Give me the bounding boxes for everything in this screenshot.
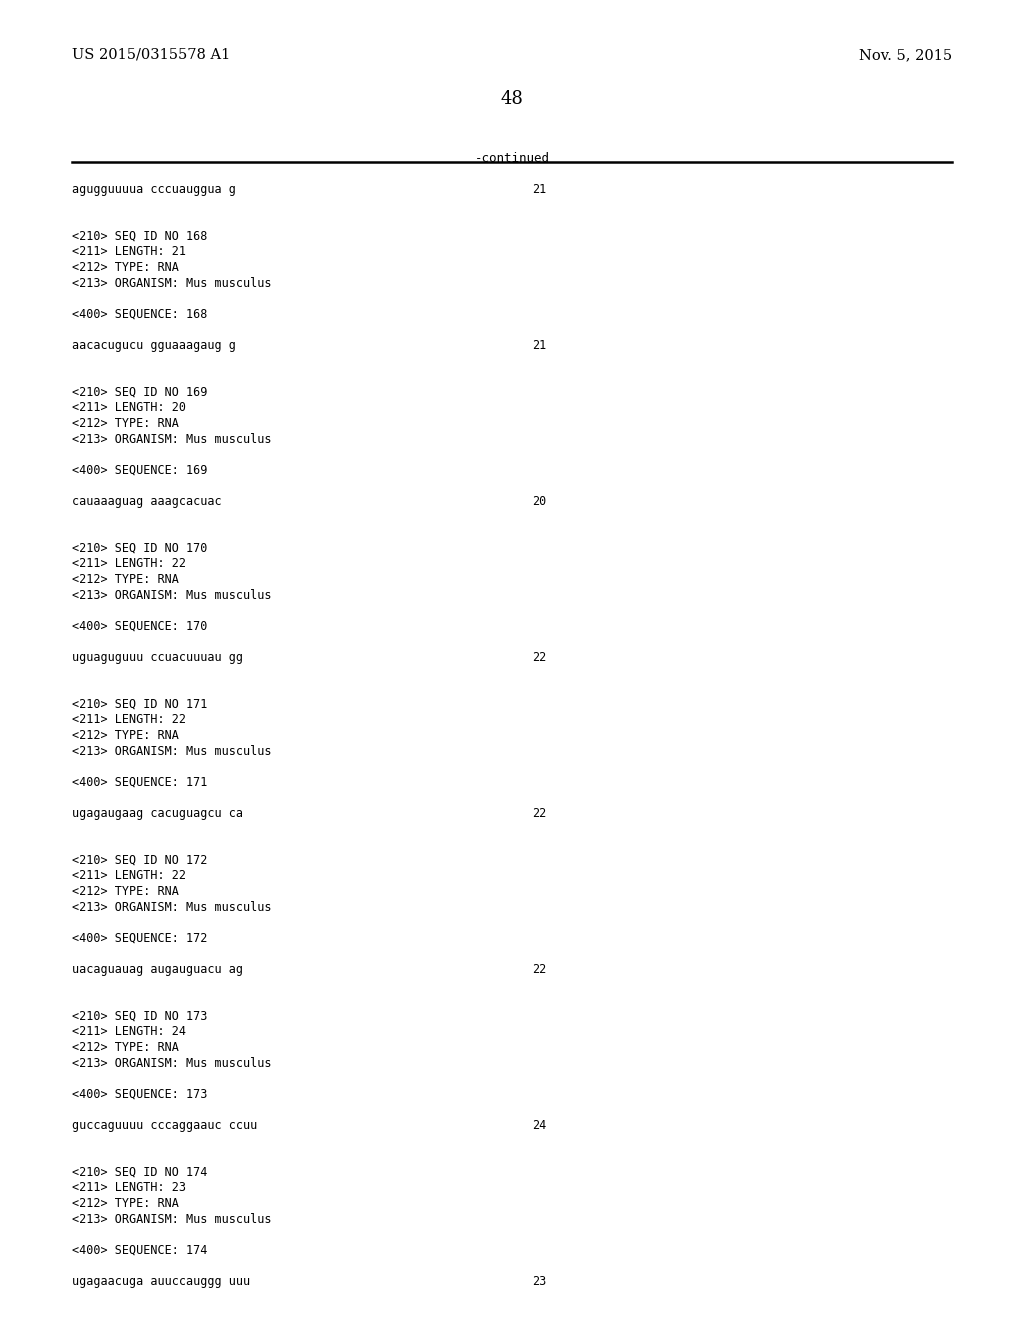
Text: <210> SEQ ID NO 170: <210> SEQ ID NO 170 bbox=[72, 541, 208, 554]
Text: uguaguguuu ccuacuuuau gg: uguaguguuu ccuacuuuau gg bbox=[72, 651, 243, 664]
Text: 24: 24 bbox=[532, 1119, 546, 1133]
Text: ugagaacuga auuccauggg uuu: ugagaacuga auuccauggg uuu bbox=[72, 1275, 250, 1288]
Text: 22: 22 bbox=[532, 964, 546, 975]
Text: <212> TYPE: RNA: <212> TYPE: RNA bbox=[72, 1197, 179, 1210]
Text: <212> TYPE: RNA: <212> TYPE: RNA bbox=[72, 261, 179, 275]
Text: <213> ORGANISM: Mus musculus: <213> ORGANISM: Mus musculus bbox=[72, 1056, 271, 1069]
Text: <210> SEQ ID NO 171: <210> SEQ ID NO 171 bbox=[72, 698, 208, 710]
Text: <400> SEQUENCE: 169: <400> SEQUENCE: 169 bbox=[72, 463, 208, 477]
Text: <211> LENGTH: 22: <211> LENGTH: 22 bbox=[72, 557, 186, 570]
Text: aacacugucu gguaaagaug g: aacacugucu gguaaagaug g bbox=[72, 339, 236, 352]
Text: <211> LENGTH: 22: <211> LENGTH: 22 bbox=[72, 870, 186, 882]
Text: uacaguauag augauguacu ag: uacaguauag augauguacu ag bbox=[72, 964, 243, 975]
Text: -continued: -continued bbox=[474, 152, 550, 165]
Text: cauaaaguag aaagcacuac: cauaaaguag aaagcacuac bbox=[72, 495, 221, 508]
Text: <210> SEQ ID NO 168: <210> SEQ ID NO 168 bbox=[72, 230, 208, 243]
Text: <400> SEQUENCE: 172: <400> SEQUENCE: 172 bbox=[72, 932, 208, 945]
Text: <211> LENGTH: 24: <211> LENGTH: 24 bbox=[72, 1026, 186, 1039]
Text: <213> ORGANISM: Mus musculus: <213> ORGANISM: Mus musculus bbox=[72, 433, 271, 446]
Text: <212> TYPE: RNA: <212> TYPE: RNA bbox=[72, 417, 179, 430]
Text: <213> ORGANISM: Mus musculus: <213> ORGANISM: Mus musculus bbox=[72, 1213, 271, 1225]
Text: guccaguuuu cccaggaauc ccuu: guccaguuuu cccaggaauc ccuu bbox=[72, 1119, 257, 1133]
Text: 21: 21 bbox=[532, 183, 546, 195]
Text: 23: 23 bbox=[532, 1275, 546, 1288]
Text: <210> SEQ ID NO 169: <210> SEQ ID NO 169 bbox=[72, 385, 208, 399]
Text: <210> SEQ ID NO 172: <210> SEQ ID NO 172 bbox=[72, 854, 208, 867]
Text: <400> SEQUENCE: 171: <400> SEQUENCE: 171 bbox=[72, 776, 208, 789]
Text: 48: 48 bbox=[501, 90, 523, 108]
Text: Nov. 5, 2015: Nov. 5, 2015 bbox=[859, 48, 952, 62]
Text: <211> LENGTH: 21: <211> LENGTH: 21 bbox=[72, 246, 186, 259]
Text: <212> TYPE: RNA: <212> TYPE: RNA bbox=[72, 573, 179, 586]
Text: 21: 21 bbox=[532, 339, 546, 352]
Text: <210> SEQ ID NO 173: <210> SEQ ID NO 173 bbox=[72, 1010, 208, 1023]
Text: <400> SEQUENCE: 168: <400> SEQUENCE: 168 bbox=[72, 308, 208, 321]
Text: 20: 20 bbox=[532, 495, 546, 508]
Text: <211> LENGTH: 23: <211> LENGTH: 23 bbox=[72, 1181, 186, 1195]
Text: <210> SEQ ID NO 174: <210> SEQ ID NO 174 bbox=[72, 1166, 208, 1179]
Text: <212> TYPE: RNA: <212> TYPE: RNA bbox=[72, 1041, 179, 1053]
Text: <400> SEQUENCE: 170: <400> SEQUENCE: 170 bbox=[72, 620, 208, 632]
Text: <211> LENGTH: 20: <211> LENGTH: 20 bbox=[72, 401, 186, 414]
Text: 22: 22 bbox=[532, 807, 546, 820]
Text: <213> ORGANISM: Mus musculus: <213> ORGANISM: Mus musculus bbox=[72, 900, 271, 913]
Text: <212> TYPE: RNA: <212> TYPE: RNA bbox=[72, 729, 179, 742]
Text: agugguuuua cccuauggua g: agugguuuua cccuauggua g bbox=[72, 183, 236, 195]
Text: <212> TYPE: RNA: <212> TYPE: RNA bbox=[72, 884, 179, 898]
Text: US 2015/0315578 A1: US 2015/0315578 A1 bbox=[72, 48, 230, 62]
Text: 22: 22 bbox=[532, 651, 546, 664]
Text: ugagaugaag cacuguagcu ca: ugagaugaag cacuguagcu ca bbox=[72, 807, 243, 820]
Text: <400> SEQUENCE: 173: <400> SEQUENCE: 173 bbox=[72, 1088, 208, 1101]
Text: <211> LENGTH: 22: <211> LENGTH: 22 bbox=[72, 713, 186, 726]
Text: <213> ORGANISM: Mus musculus: <213> ORGANISM: Mus musculus bbox=[72, 277, 271, 289]
Text: <400> SEQUENCE: 174: <400> SEQUENCE: 174 bbox=[72, 1243, 208, 1257]
Text: <213> ORGANISM: Mus musculus: <213> ORGANISM: Mus musculus bbox=[72, 589, 271, 602]
Text: <213> ORGANISM: Mus musculus: <213> ORGANISM: Mus musculus bbox=[72, 744, 271, 758]
